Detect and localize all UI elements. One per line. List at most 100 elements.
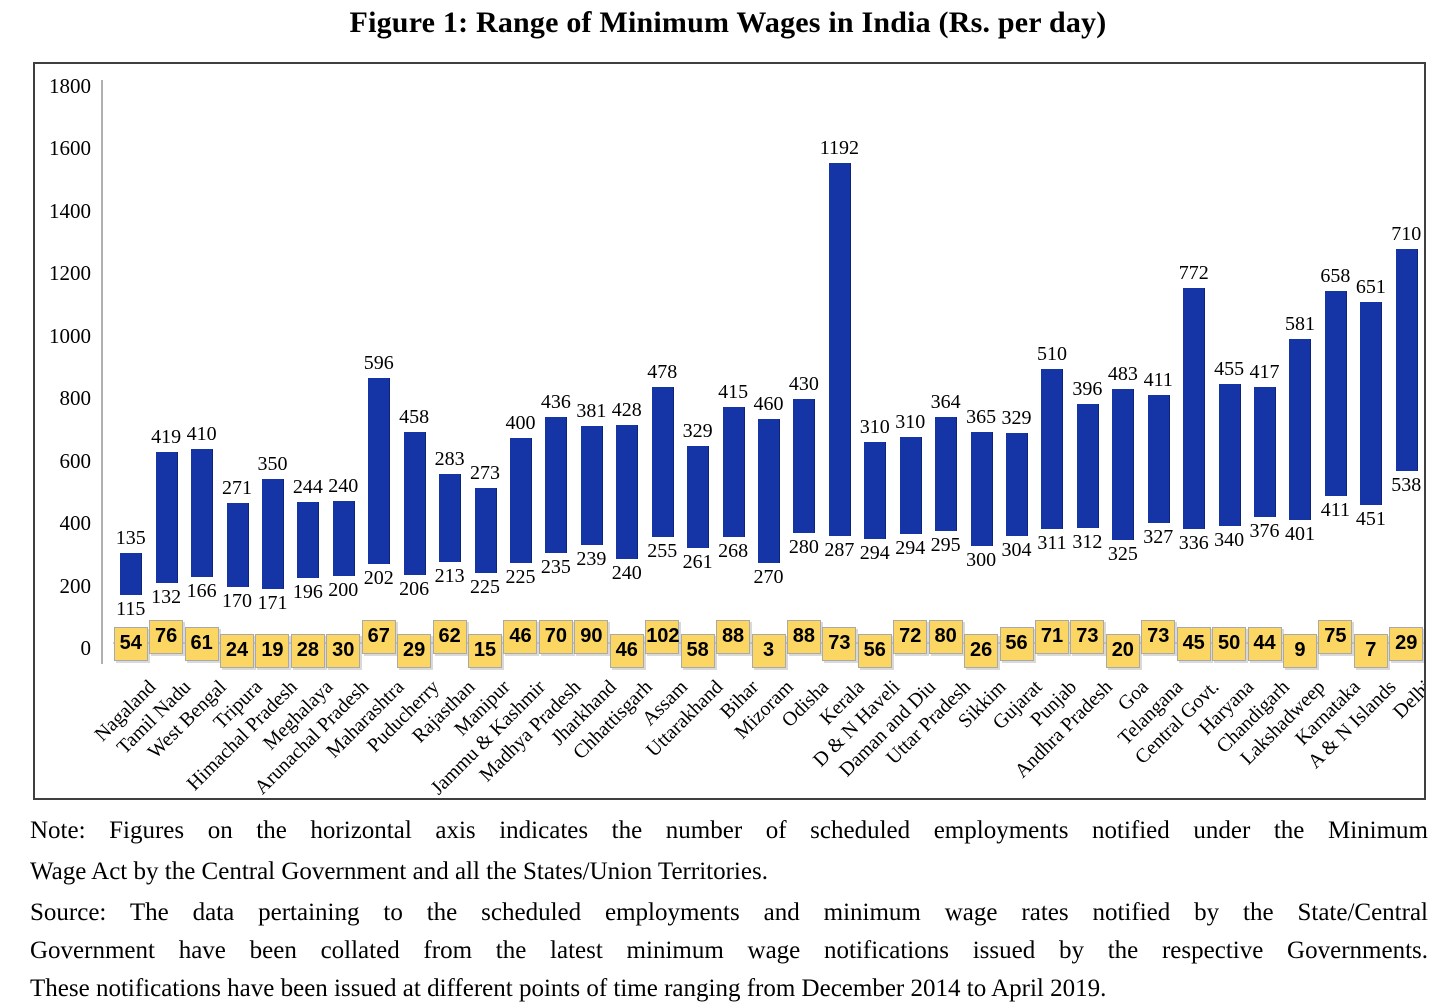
employments-box-madhya-pradesh: 70 [538, 620, 573, 654]
max-wage-label-telangana: 411 [1143, 368, 1173, 391]
min-wage-label-karnataka: 411 [1320, 499, 1351, 522]
min-wage-label-central-govt: 336 [1178, 532, 1209, 555]
bar-assam [651, 387, 674, 537]
max-wage-label-bihar: 415 [718, 381, 749, 404]
max-wage-label-jharkhand: 381 [576, 400, 607, 423]
min-wage-label-manipur: 225 [470, 576, 501, 599]
max-wage-label-central-govt: 772 [1178, 262, 1209, 284]
bar-andhra-pradesh [1076, 404, 1099, 528]
y-tick-label: 200 [59, 573, 92, 598]
max-wage-label-uttar-pradesh: 364 [930, 391, 961, 414]
y-tick-label: 1800 [49, 74, 91, 98]
bar-punjab [1041, 369, 1064, 529]
employments-box-goa: 20 [1105, 634, 1140, 668]
bar-gujarat [1006, 432, 1029, 536]
employments-box-jharkhand: 90 [574, 620, 609, 654]
employments-box-mizoram: 3 [751, 634, 786, 668]
bar-central-govt [1183, 288, 1206, 530]
bar-goa [1112, 389, 1135, 541]
y-tick-label: 1400 [49, 198, 91, 223]
min-wage-label-puducherry: 206 [399, 577, 430, 600]
note-line: Note: Figures on the horizontal axis ind… [30, 817, 1428, 844]
min-wage-label-gujarat: 304 [1001, 538, 1032, 561]
source-line: Government have been collated from the l… [30, 937, 1428, 964]
bar-telangana [1147, 394, 1170, 524]
bar-himachal-pradesh [261, 479, 284, 589]
employments-box-central-govt: 45 [1176, 627, 1211, 661]
bar-uttar-pradesh [935, 417, 958, 531]
max-wage-label-a-n-islands: 651 [1355, 275, 1386, 298]
max-wage-label-goa: 483 [1107, 363, 1138, 386]
max-wage-label-d-n-haveli: 310 [859, 415, 890, 438]
source-line: Source: The data pertaining to the sched… [30, 899, 1428, 926]
bar-jammu-kashmir [509, 438, 532, 564]
figure-title: Figure 1: Range of Minimum Wages in Indi… [349, 6, 1107, 39]
max-wage-label-kerala: 1192 [819, 137, 859, 160]
max-wage-label-tamil-nadu: 419 [151, 426, 182, 449]
employments-box-jammu-kashmir: 46 [503, 620, 538, 654]
bar-manipur [474, 487, 497, 574]
employments-box-delhi: 29 [1389, 627, 1424, 661]
max-wage-label-andhra-pradesh: 396 [1072, 378, 1103, 401]
min-wage-label-jharkhand: 239 [576, 548, 607, 571]
note-paragraph: Note: Figures on the horizontal axis ind… [30, 810, 1428, 892]
bar-maharashtra [368, 377, 391, 564]
employments-box-lakshadweep: 9 [1282, 634, 1317, 668]
min-wage-label-arunachal-pradesh: 200 [328, 579, 359, 602]
bar-kerala [828, 163, 851, 536]
max-wage-label-punjab: 510 [1036, 343, 1067, 366]
min-wage-label-telangana: 327 [1143, 526, 1174, 549]
y-tick-label: 1200 [49, 261, 91, 286]
bar-d-n-haveli [864, 441, 887, 539]
bar-odisha [793, 398, 816, 534]
max-wage-label-west-bengal: 410 [186, 423, 217, 446]
employments-box-maharashtra: 67 [361, 620, 396, 654]
employments-box-west-bengal: 61 [184, 627, 219, 661]
y-axis-line [101, 80, 103, 664]
max-wage-label-chhattisgarh: 428 [611, 399, 642, 422]
employments-box-gujarat: 56 [999, 627, 1034, 661]
bar-madhya-pradesh [545, 416, 568, 553]
bar-daman-and-diu [899, 436, 922, 534]
min-wage-label-tripura: 170 [222, 590, 252, 613]
min-wage-label-punjab: 311 [1037, 531, 1067, 554]
min-wage-label-meghalaya: 196 [292, 581, 323, 604]
min-wage-label-bihar: 268 [718, 539, 749, 562]
employments-box-arunachal-pradesh: 30 [326, 634, 361, 668]
min-wage-label-haryana: 340 [1214, 529, 1245, 552]
min-wage-label-madhya-pradesh: 235 [540, 555, 571, 578]
y-tick-label: 1600 [49, 136, 91, 161]
min-wage-label-sikkim: 300 [966, 549, 997, 572]
employments-box-uttarakhand: 58 [680, 634, 715, 668]
y-tick-label: 400 [59, 511, 92, 536]
y-tick-label: 800 [59, 386, 92, 411]
bar-arunachal-pradesh [332, 501, 355, 577]
max-wage-label-haryana: 455 [1214, 358, 1245, 381]
min-wage-label-assam: 255 [647, 539, 678, 562]
employments-box-a-n-islands: 7 [1353, 634, 1388, 668]
max-wage-label-arunachal-pradesh: 240 [328, 475, 359, 498]
employments-box-puducherry: 29 [397, 634, 432, 668]
employments-box-tamil-nadu: 76 [149, 620, 184, 654]
max-wage-label-puducherry: 458 [399, 405, 430, 428]
min-wage-label-daman-and-diu: 294 [895, 536, 926, 559]
note-line: Wage Act by the Central Government and a… [30, 858, 768, 885]
min-wage-label-mizoram: 270 [753, 565, 784, 588]
bar-bihar [722, 407, 745, 537]
max-wage-label-sikkim: 365 [966, 406, 997, 429]
bar-chandigarh [1254, 386, 1277, 517]
max-wage-label-rajasthan: 283 [434, 447, 465, 470]
max-wage-label-uttarakhand: 329 [682, 419, 713, 442]
max-wage-label-gujarat: 329 [1001, 406, 1032, 429]
min-wage-label-tamil-nadu: 132 [151, 586, 182, 609]
bar-jharkhand [580, 426, 603, 546]
bar-mizoram [758, 419, 780, 563]
y-tick-label: 0 [80, 636, 92, 660]
max-wage-label-jammu-kashmir: 400 [505, 412, 536, 435]
bar-rajasthan [439, 473, 462, 563]
min-wage-label-odisha: 280 [788, 536, 819, 559]
employments-box-bihar: 88 [716, 620, 751, 654]
employments-box-chhattisgarh: 46 [609, 634, 644, 668]
bar-haryana [1218, 384, 1241, 527]
